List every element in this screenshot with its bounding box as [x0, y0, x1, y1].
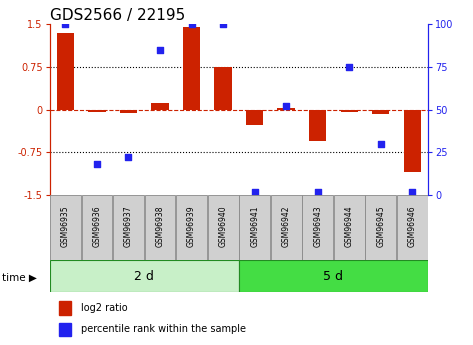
FancyBboxPatch shape — [239, 195, 270, 260]
Bar — [372, 110, 389, 114]
FancyBboxPatch shape — [239, 260, 428, 292]
Point — [345, 64, 353, 70]
FancyBboxPatch shape — [302, 195, 333, 260]
Text: GSM96945: GSM96945 — [376, 206, 385, 247]
Point — [156, 47, 164, 52]
FancyBboxPatch shape — [397, 195, 428, 260]
Bar — [120, 110, 137, 113]
Text: GSM96940: GSM96940 — [219, 206, 228, 247]
Text: GSM96942: GSM96942 — [281, 206, 291, 247]
Text: GSM96943: GSM96943 — [313, 206, 322, 247]
FancyBboxPatch shape — [365, 195, 396, 260]
Point — [282, 104, 290, 109]
Text: GSM96944: GSM96944 — [345, 206, 354, 247]
Bar — [403, 110, 421, 172]
Bar — [309, 110, 326, 141]
Text: GSM96937: GSM96937 — [124, 206, 133, 247]
Text: time ▶: time ▶ — [2, 273, 37, 283]
Bar — [59, 323, 71, 336]
Bar — [278, 108, 295, 110]
Point — [251, 189, 258, 194]
Text: log2 ratio: log2 ratio — [81, 303, 128, 313]
FancyBboxPatch shape — [145, 195, 175, 260]
Text: GSM96939: GSM96939 — [187, 206, 196, 247]
FancyBboxPatch shape — [81, 195, 113, 260]
Bar — [57, 33, 74, 110]
Bar — [151, 103, 169, 110]
Bar — [183, 27, 200, 110]
Point — [314, 189, 322, 194]
Point — [61, 21, 69, 27]
Point — [219, 21, 227, 27]
FancyBboxPatch shape — [176, 195, 207, 260]
Point — [125, 155, 132, 160]
Point — [377, 141, 385, 147]
Text: GSM96941: GSM96941 — [250, 206, 259, 247]
FancyBboxPatch shape — [208, 195, 238, 260]
Text: 2 d: 2 d — [134, 269, 154, 283]
Text: 5 d: 5 d — [324, 269, 343, 283]
FancyBboxPatch shape — [50, 260, 239, 292]
Bar — [246, 110, 263, 126]
Text: GDS2566 / 22195: GDS2566 / 22195 — [50, 8, 185, 23]
Text: GSM96935: GSM96935 — [61, 206, 70, 247]
FancyBboxPatch shape — [334, 195, 365, 260]
Point — [409, 189, 416, 194]
Point — [188, 21, 195, 27]
Bar — [214, 67, 232, 110]
Bar — [59, 301, 71, 315]
Text: GSM96938: GSM96938 — [156, 206, 165, 247]
FancyBboxPatch shape — [271, 195, 302, 260]
Point — [93, 161, 101, 167]
FancyBboxPatch shape — [50, 195, 81, 260]
Bar — [341, 110, 358, 112]
Bar — [88, 110, 105, 112]
Text: percentile rank within the sample: percentile rank within the sample — [81, 324, 246, 334]
Text: GSM96946: GSM96946 — [408, 206, 417, 247]
Text: GSM96936: GSM96936 — [92, 206, 102, 247]
FancyBboxPatch shape — [113, 195, 144, 260]
